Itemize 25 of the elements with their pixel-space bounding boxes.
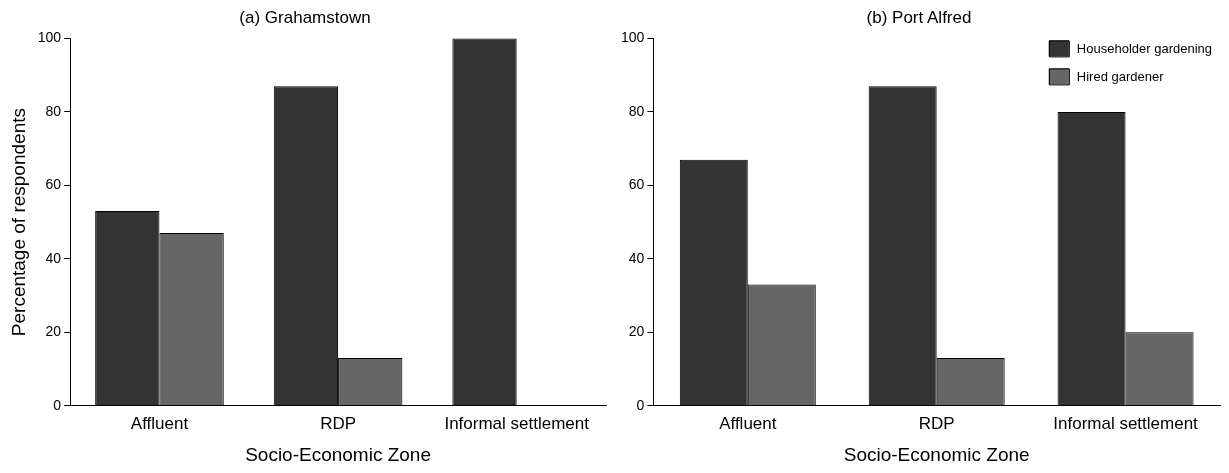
- y-tick-label: 60: [628, 176, 645, 193]
- y-tick-label: 100: [37, 29, 62, 46]
- legend-label: Hired gardener: [1076, 68, 1165, 84]
- x-tick-label: Affluent: [719, 413, 777, 433]
- y-tick-label: 100: [621, 29, 645, 46]
- chart-title: (b) Port Alfred: [866, 7, 972, 27]
- x-tick-label: RDP: [320, 413, 357, 433]
- y-tick-label: 80: [628, 102, 645, 119]
- y-tick-label: 20: [628, 323, 645, 340]
- y-tick-label: 20: [45, 323, 62, 340]
- x-tick-label: Informal settlement: [1053, 413, 1199, 433]
- x-axis-title: Socio-Economic Zone: [843, 443, 1030, 465]
- y-tick-label: 40: [45, 249, 62, 266]
- x-tick-label: RDP: [918, 413, 955, 433]
- x-axis-title: Socio-Economic Zone: [245, 443, 432, 465]
- x-tick-label: Informal settlement: [444, 413, 590, 433]
- y-tick-label: 40: [628, 249, 645, 266]
- y-axis-title: Percentage of respondents: [7, 108, 29, 337]
- chart-title: (a) Grahamstown: [239, 7, 371, 27]
- y-tick-label: 80: [45, 102, 62, 119]
- x-tick-label: Affluent: [130, 413, 189, 433]
- y-tick-label: 60: [45, 176, 62, 193]
- y-tick-label: 0: [53, 396, 62, 413]
- y-tick-label: 0: [636, 396, 645, 413]
- legend-label: Householder gardening: [1076, 40, 1212, 56]
